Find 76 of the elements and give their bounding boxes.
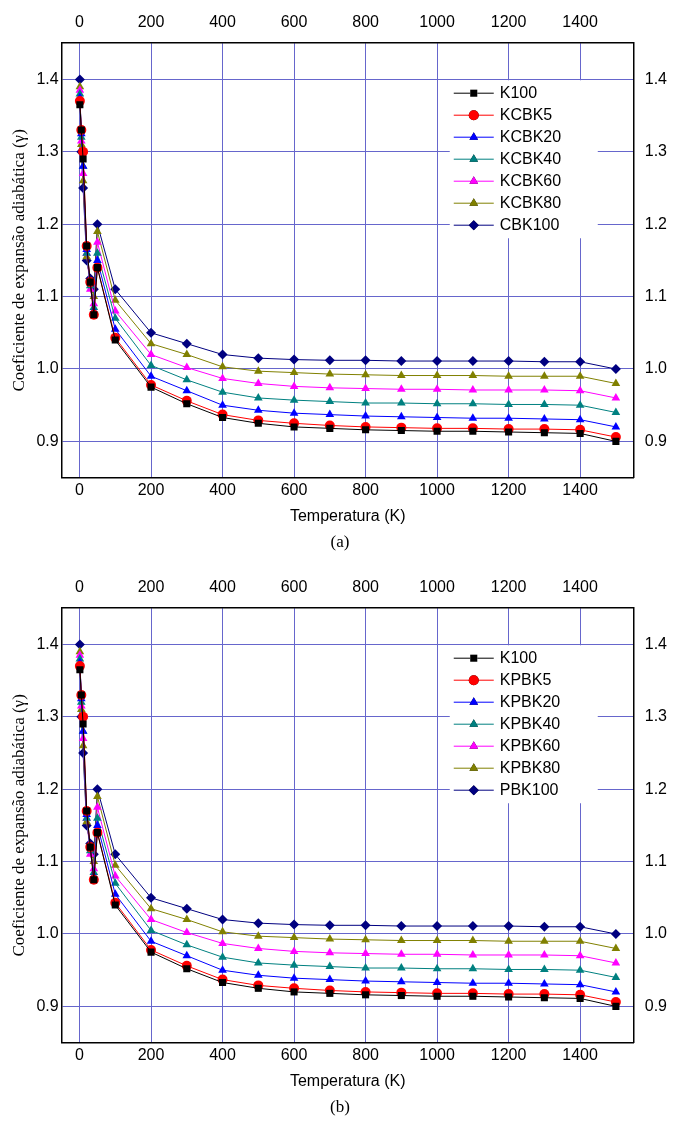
x2-tick-label: 0 <box>75 578 85 596</box>
y-tick-label: 1.4 <box>36 634 59 652</box>
legend-label: KCBK40 <box>499 149 562 167</box>
x2-tick-label: 1000 <box>419 578 455 596</box>
x-axis-title: Temperatura (K) <box>289 1071 406 1089</box>
x-tick-label: 200 <box>137 480 165 498</box>
x-tick-label: 200 <box>137 1045 165 1063</box>
y2-tick-label: 0.9 <box>644 431 668 449</box>
y-tick-label: 0.9 <box>36 431 59 449</box>
text: (a) <box>329 532 351 552</box>
y-tick-label: 1.0 <box>36 359 59 377</box>
legend-label: KPBK20 <box>499 692 561 710</box>
y-axis-title: Coeficiente de expansão adiabática (γ) <box>8 694 28 957</box>
x2-tick-label: 400 <box>209 13 236 31</box>
legend-label: KCBK20 <box>499 127 562 145</box>
legend-label: KPBK5 <box>499 670 552 688</box>
x2-tick-label: 0 <box>75 13 85 31</box>
x2-tick-label: 400 <box>209 578 236 596</box>
legend-label: KCBK80 <box>499 193 562 211</box>
y-tick-label: 1.3 <box>36 142 59 160</box>
y2-tick-label: 1.3 <box>644 142 668 160</box>
legend-label: K100 <box>499 83 538 101</box>
legend-label: KPBK80 <box>499 758 561 776</box>
x2-tick-label: 200 <box>137 13 165 31</box>
y-tick-label: 1.2 <box>36 214 59 232</box>
x2-tick-label: 1400 <box>562 13 599 31</box>
y2-tick-label: 1.4 <box>644 69 668 87</box>
y2-tick-label: 1.1 <box>644 287 668 305</box>
x-tick-label: 400 <box>209 480 236 498</box>
x-tick-label: 1200 <box>490 480 527 498</box>
y2-tick-label: 1.3 <box>644 707 668 725</box>
y2-tick-label: 1.0 <box>644 359 668 377</box>
x-tick-label: 1200 <box>490 1045 527 1063</box>
x2-tick-label: 600 <box>280 13 308 31</box>
y2-tick-label: 1.1 <box>644 852 668 870</box>
x-tick-label: 800 <box>352 480 380 498</box>
y-tick-label: 1.0 <box>36 924 59 942</box>
legend-label: KCBK5 <box>499 105 553 123</box>
y2-tick-label: 1.2 <box>644 214 668 232</box>
x-tick-label: 0 <box>75 480 85 498</box>
x2-tick-label: 600 <box>280 578 308 596</box>
legend-label: K100 <box>499 648 538 666</box>
y-tick-label: 0.9 <box>36 996 59 1014</box>
y-tick-label: 1.1 <box>36 852 59 870</box>
y-tick-label: 1.2 <box>36 779 59 797</box>
x2-tick-label: 1200 <box>490 13 527 31</box>
x2-tick-label: 200 <box>137 578 165 596</box>
x-tick-label: 1400 <box>562 1045 599 1063</box>
x-tick-label: 1000 <box>419 1045 455 1063</box>
y-tick-label: 1.3 <box>36 707 59 725</box>
y2-tick-label: 1.2 <box>644 779 668 797</box>
legend-label: KPBK40 <box>499 714 561 732</box>
x-tick-label: 600 <box>280 1045 308 1063</box>
x2-tick-label: 800 <box>352 13 380 31</box>
x2-tick-label: 1200 <box>490 578 527 596</box>
y2-tick-label: 0.9 <box>644 996 668 1014</box>
x2-tick-label: 1000 <box>419 13 455 31</box>
y2-tick-label: 1.4 <box>644 634 668 652</box>
x2-tick-label: 800 <box>352 578 380 596</box>
y-tick-label: 1.4 <box>36 69 59 87</box>
legend-label: CBK100 <box>499 215 560 233</box>
text: (b) <box>329 1097 351 1117</box>
x-tick-label: 1000 <box>419 480 455 498</box>
x-axis-title: Temperatura (K) <box>289 506 406 524</box>
y2-tick-label: 1.0 <box>644 924 668 942</box>
legend-label: PBK100 <box>499 780 559 798</box>
legend-label: KCBK60 <box>499 171 562 189</box>
x-tick-label: 600 <box>280 480 308 498</box>
x-tick-label: 400 <box>209 1045 236 1063</box>
legend-label: KPBK60 <box>499 736 561 754</box>
x-tick-label: 1400 <box>562 480 599 498</box>
x-tick-label: 0 <box>75 1045 85 1063</box>
y-axis-title: Coeficiente de expansão adiabática (γ) <box>8 129 28 392</box>
x2-tick-label: 1400 <box>562 578 599 596</box>
x-tick-label: 800 <box>352 1045 380 1063</box>
y-tick-label: 1.1 <box>36 287 59 305</box>
